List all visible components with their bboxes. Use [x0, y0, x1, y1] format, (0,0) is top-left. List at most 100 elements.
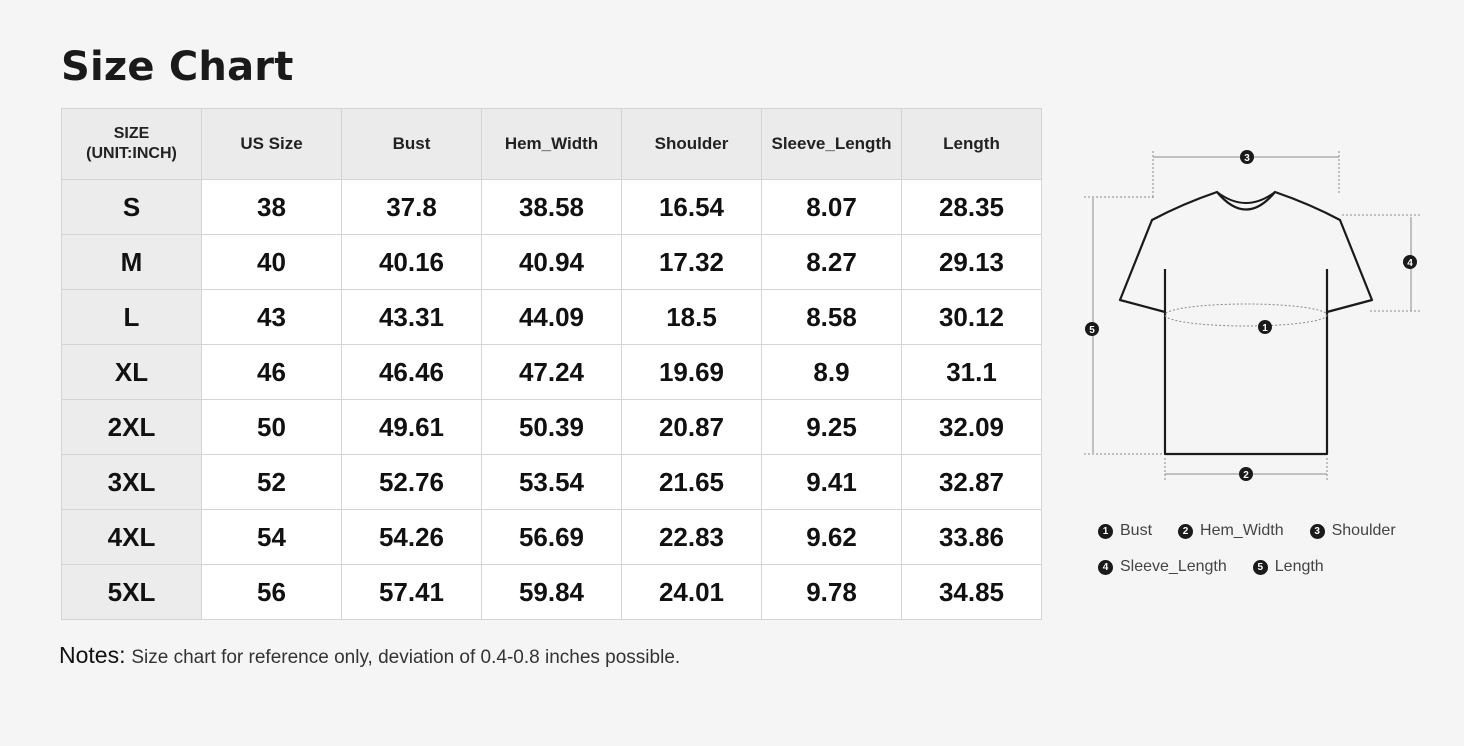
- table-cell: 47.24: [481, 344, 622, 400]
- table-cell: 21.65: [621, 454, 762, 510]
- table-cell: 43: [201, 289, 342, 345]
- marker-hem-width-label: 2: [1243, 470, 1249, 481]
- table-cell: 8.27: [761, 234, 902, 290]
- legend-badge: 5: [1252, 559, 1268, 575]
- table-cell: 32.87: [901, 454, 1042, 510]
- table-cell: 49.61: [341, 399, 482, 455]
- table-cell: 50: [201, 399, 342, 455]
- table-cell: 18.5: [621, 289, 762, 345]
- table-cell: 46: [201, 344, 342, 400]
- tshirt-diagram: 1 2 3 4 5: [1084, 150, 1420, 481]
- header-shoulder: Shoulder: [621, 108, 762, 180]
- size-table: SIZE (UNIT:INCH) US Size Bust Hem_Width …: [61, 108, 1042, 620]
- marker-bust: 1: [1258, 320, 1272, 334]
- marker-length-label: 5: [1089, 325, 1095, 336]
- marker-length: 5: [1085, 322, 1099, 336]
- legend-item-sleeve-length: 4 Sleeve_Length: [1098, 558, 1227, 576]
- notes-text: Size chart for reference only, deviation…: [131, 647, 681, 668]
- table-row: 2XL 50 49.61 50.39 20.87 9.25 32.09: [61, 399, 1042, 455]
- table-cell: 38: [201, 179, 342, 235]
- table-row: 5XL 56 57.41 59.84 24.01 9.78 34.85: [61, 564, 1042, 620]
- table-cell: 8.9: [761, 344, 902, 400]
- legend-row: 4 Sleeve_Length 5 Length: [1098, 558, 1438, 576]
- marker-sleeve-length-label: 4: [1407, 258, 1413, 269]
- tshirt-collar: [1216, 191, 1276, 204]
- header-us-size: US Size: [201, 108, 342, 180]
- marker-bust-label: 1: [1262, 323, 1268, 334]
- table-cell: 43.31: [341, 289, 482, 345]
- table-body: S 38 37.8 38.58 16.54 8.07 28.35 M 40 40.16 40.94 1…: [61, 179, 1042, 620]
- table-cell: 56.69: [481, 509, 622, 565]
- notes-label: Notes:: [59, 642, 126, 668]
- diagram-legend: 1 Bust 2 Hem_Width 3 Shoulder 4 Sleeve_L…: [1098, 522, 1438, 594]
- size-label-cell: 4XL: [61, 509, 202, 565]
- table-cell: 32.09: [901, 399, 1042, 455]
- legend-item-shoulder: 3 Shoulder: [1309, 522, 1396, 540]
- table-cell: 50.39: [481, 399, 622, 455]
- header-size: SIZE (UNIT:INCH): [61, 108, 202, 180]
- legend-item-length: 5 Length: [1252, 558, 1324, 576]
- table-cell: 31.1: [901, 344, 1042, 400]
- table-cell: 19.69: [621, 344, 762, 400]
- bust-measure-ellipse: [1164, 303, 1328, 327]
- legend-item-bust: 1 Bust: [1098, 522, 1152, 540]
- page-title: Size Chart: [61, 44, 294, 90]
- table-cell: 38.58: [481, 179, 622, 235]
- legend-label: Sleeve_Length: [1120, 558, 1227, 575]
- header-size-line2: (UNIT:INCH): [86, 145, 177, 162]
- header-length: Length: [901, 108, 1042, 180]
- table-cell: 40.16: [341, 234, 482, 290]
- table-cell: 30.12: [901, 289, 1042, 345]
- table-cell: 8.58: [761, 289, 902, 345]
- table-header-row: SIZE (UNIT:INCH) US Size Bust Hem_Width …: [61, 108, 1042, 180]
- table-cell: 9.62: [761, 509, 902, 565]
- table-cell: 28.35: [901, 179, 1042, 235]
- legend-badge: 2: [1178, 523, 1194, 539]
- table-cell: 46.46: [341, 344, 482, 400]
- header-bust: Bust: [341, 108, 482, 180]
- marker-shoulder-label: 3: [1244, 153, 1250, 164]
- table-cell: 29.13: [901, 234, 1042, 290]
- size-label-cell: L: [61, 289, 202, 345]
- table-cell: 16.54: [621, 179, 762, 235]
- table-cell: 20.87: [621, 399, 762, 455]
- table-cell: 33.86: [901, 509, 1042, 565]
- size-label-cell: M: [61, 234, 202, 290]
- table-cell: 9.25: [761, 399, 902, 455]
- table-row: 4XL 54 54.26 56.69 22.83 9.62 33.86: [61, 509, 1042, 565]
- table-row: 3XL 52 52.76 53.54 21.65 9.41 32.87: [61, 454, 1042, 510]
- legend-badge: 3: [1309, 523, 1325, 539]
- table-cell: 9.41: [761, 454, 902, 510]
- marker-hem-width: 2: [1239, 467, 1253, 481]
- legend-badge: 1: [1098, 523, 1113, 539]
- size-label-cell: 3XL: [61, 454, 202, 510]
- header-size-line1: SIZE: [113, 125, 150, 142]
- legend-item-hem-width: 2 Hem_Width: [1178, 522, 1284, 540]
- marker-shoulder: 3: [1240, 150, 1254, 164]
- size-label-cell: 2XL: [61, 399, 202, 455]
- size-label-cell: 5XL: [61, 564, 202, 620]
- table-cell: 44.09: [481, 289, 622, 345]
- tshirt-outline: [1118, 190, 1374, 456]
- legend-label: Bust: [1120, 522, 1153, 539]
- table-cell: 52: [201, 454, 342, 510]
- legend-label: Shoulder: [1331, 522, 1396, 539]
- size-label-cell: S: [61, 179, 202, 235]
- table-cell: 17.32: [621, 234, 762, 290]
- table-row: L 43 43.31 44.09 18.5 8.58 30.12: [61, 289, 1042, 345]
- table-cell: 37.8: [341, 179, 482, 235]
- table-cell: 56: [201, 564, 342, 620]
- table-cell: 22.83: [621, 509, 762, 565]
- table-row: M 40 40.16 40.94 17.32 8.27 29.13: [61, 234, 1042, 290]
- table-cell: 9.78: [761, 564, 902, 620]
- legend-label: Hem_Width: [1200, 522, 1284, 539]
- table-cell: 54: [201, 509, 342, 565]
- header-hem-width: Hem_Width: [481, 108, 622, 180]
- marker-sleeve-length: 4: [1403, 255, 1417, 269]
- table-row: XL 46 46.46 47.24 19.69 8.9 31.1: [61, 344, 1042, 400]
- table-cell: 24.01: [621, 564, 762, 620]
- legend-row: 1 Bust 2 Hem_Width 3 Shoulder: [1098, 522, 1438, 540]
- header-sleeve-length: Sleeve_Length: [761, 108, 902, 180]
- legend-badge: 4: [1098, 559, 1113, 575]
- table-cell: 52.76: [341, 454, 482, 510]
